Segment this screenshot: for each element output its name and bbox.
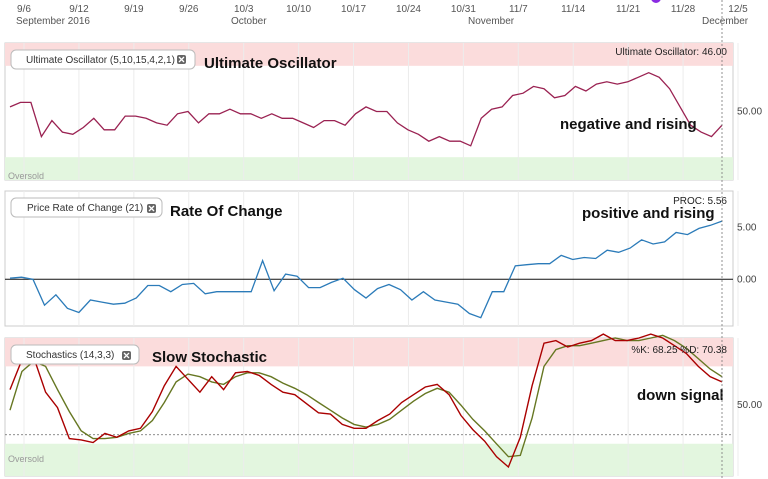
stochastic-panel: Oversold Stochastics (14,3,3) Slow Stoch… (4, 333, 762, 477)
y-tick-label: 50.00 (737, 107, 762, 118)
indicator-annotation: Slow Stochastic (152, 349, 267, 366)
value-readout: PROC: 5.56 (673, 196, 727, 207)
close-icon[interactable] (177, 55, 186, 64)
month-label: October (231, 16, 267, 27)
value-readout: %K: 68.25 %D: 70.38 (631, 345, 727, 356)
stochastic-d-line (9, 334, 723, 458)
date-tick-label: 10/31 (451, 4, 476, 15)
stochastic-k-line (9, 333, 723, 469)
date-tick-label: 9/12 (69, 4, 89, 15)
date-axis: 9/6 9/12 9/19 9/26 10/3 10/10 10/17 10/24 10/31 1… (16, 4, 749, 27)
date-tick-label: 9/19 (124, 4, 144, 15)
close-icon[interactable] (122, 351, 131, 360)
rate-of-change-panel: Price Rate of Change (21) Rate Of Change… (4, 190, 757, 327)
y-tick-label: 0.00 (737, 274, 757, 285)
indicator-comment: positive and rising (582, 205, 715, 222)
scroll-knob[interactable] (651, 0, 661, 3)
zone-label: Oversold (8, 454, 44, 464)
month-label: December (702, 16, 749, 27)
pill-label: Price Rate of Change (21) (27, 203, 143, 214)
month-label: September 2016 (16, 16, 90, 27)
indicator-pill[interactable]: Price Rate of Change (21) (10, 197, 163, 218)
indicator-annotation: Rate Of Change (170, 203, 283, 220)
y-tick-label: 50.00 (737, 400, 762, 411)
indicator-comment: negative and rising (560, 116, 697, 133)
close-icon[interactable] (147, 204, 156, 213)
pill-label: Stochastics (14,3,3) (26, 350, 114, 361)
date-tick-label: 11/7 (509, 4, 528, 15)
date-tick-label: 9/6 (17, 4, 31, 15)
y-tick-label: 5.00 (737, 222, 757, 233)
rate-of-change-line (9, 220, 723, 319)
date-tick-label: 10/24 (396, 4, 421, 15)
date-tick-label: 11/28 (671, 4, 696, 15)
indicator-annotation: Ultimate Oscillator (204, 55, 337, 72)
ultimate-oscillator-line (9, 71, 723, 147)
value-readout: Ultimate Oscillator: 46.00 (615, 47, 727, 58)
date-tick-label: 11/21 (616, 4, 641, 15)
date-tick-label: 11/14 (561, 4, 586, 15)
indicator-comment: down signal (637, 387, 724, 404)
date-tick-label: 10/10 (286, 4, 311, 15)
zone-label: Oversold (8, 171, 44, 181)
oversold-zone (5, 443, 733, 476)
date-tick-label: 10/17 (341, 4, 366, 15)
ultimate-oscillator-panel: Oversold Ultimate Oscillator (5,10,15,4,… (4, 42, 762, 181)
date-tick-label: 9/26 (179, 4, 199, 15)
pill-label: Ultimate Oscillator (5,10,15,4,2,1) (26, 55, 175, 66)
date-tick-label: 12/5 (728, 4, 748, 15)
indicator-pill[interactable]: Ultimate Oscillator (5,10,15,4,2,1) (10, 49, 196, 70)
date-tick-label: 10/3 (234, 4, 254, 15)
oversold-zone (5, 157, 733, 180)
indicator-pill[interactable]: Stochastics (14,3,3) (10, 344, 140, 365)
month-label: November (468, 16, 515, 27)
